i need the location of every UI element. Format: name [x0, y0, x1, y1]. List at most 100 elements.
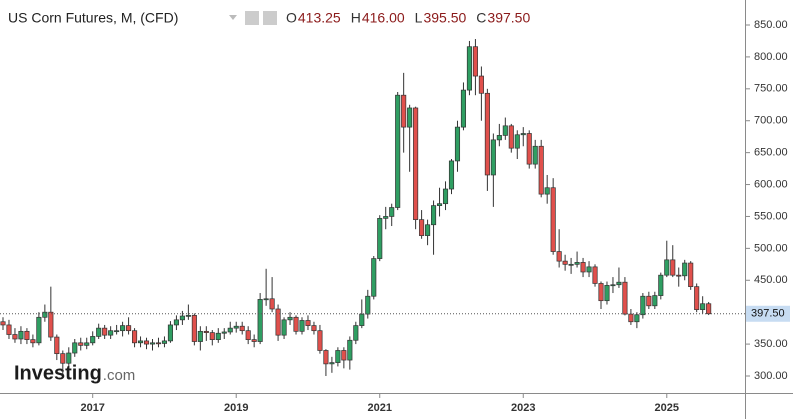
candle-body [341, 350, 347, 361]
candle-body [389, 207, 395, 217]
candle-body [305, 320, 311, 326]
candle-body [436, 203, 443, 206]
candle-body [413, 107, 419, 220]
candle-body [12, 334, 18, 340]
candle-body [622, 281, 628, 315]
candle-body [335, 350, 341, 363]
candle-body [227, 327, 233, 333]
candle-body [592, 266, 598, 284]
x-tick-label: 2021 [367, 402, 391, 414]
legend-value: 395.50 [423, 10, 466, 26]
candle-body [514, 134, 520, 149]
legend-value: 413.25 [298, 10, 341, 26]
candle-body [36, 316, 42, 344]
candle-body [371, 258, 377, 297]
candle-body [269, 298, 275, 310]
candle-body [604, 285, 610, 302]
candle-body [239, 325, 245, 332]
candle-body [48, 311, 54, 338]
close-icon[interactable] [263, 11, 277, 25]
settings-icon[interactable] [245, 11, 259, 25]
candle-body [132, 330, 138, 344]
candle-body [6, 324, 12, 335]
candle-body [365, 295, 371, 315]
last-price-label: 397.50 [751, 308, 785, 320]
candle-body [24, 330, 30, 340]
x-tick-label: 2017 [80, 402, 104, 414]
candle-body [562, 260, 568, 265]
candle-body [401, 94, 407, 128]
y-tick-label: 350.00 [754, 338, 788, 350]
candle-body [700, 303, 706, 310]
candle-body [598, 283, 604, 302]
candle-body [197, 330, 203, 342]
candle-body [460, 89, 467, 128]
candle-body [54, 336, 60, 355]
candle-body [640, 295, 646, 316]
candle-body [544, 187, 550, 195]
candle-body [72, 342, 78, 354]
candle-body [96, 327, 102, 337]
candle-body [102, 327, 108, 336]
candle-body [30, 339, 36, 344]
y-tick-label: 450.00 [754, 274, 788, 286]
candle-body [682, 262, 688, 277]
y-tick-label: 550.00 [754, 210, 788, 222]
candle-body [185, 315, 191, 317]
candle-body [616, 281, 622, 286]
y-tick-label: 800.00 [754, 51, 788, 63]
candle-body [18, 330, 24, 340]
candle-body [472, 46, 478, 77]
candle-body [0, 321, 6, 326]
dropdown-icon[interactable] [229, 15, 237, 20]
candle-body [203, 330, 209, 333]
candle-body [610, 284, 616, 287]
candle-body [245, 330, 251, 340]
candle-body [448, 160, 455, 190]
candle-body [580, 262, 586, 273]
candle-body [670, 259, 676, 276]
candle-body [317, 330, 323, 351]
candle-body [167, 324, 173, 342]
candle-body [706, 303, 712, 315]
legend-key: L [415, 10, 423, 26]
candle-body [454, 126, 461, 162]
watermark-brand: Investing [14, 362, 102, 384]
candle-body [520, 133, 526, 136]
candle-body [484, 92, 490, 176]
candle-body [508, 125, 514, 149]
candle-body [120, 325, 126, 332]
candle-body [84, 342, 90, 346]
candle-body [263, 298, 269, 301]
legend-key: C [476, 10, 486, 26]
candle-body [287, 316, 293, 321]
candle-body [688, 262, 694, 288]
candle-body [496, 135, 502, 141]
x-tick-label: 2025 [655, 402, 679, 414]
candle-body [646, 295, 652, 307]
candle-body [359, 313, 365, 326]
candle-body [419, 219, 425, 236]
ohlc-legend: O 413.25 H 416.00 L 395.50 C 397.50 [286, 10, 530, 26]
candle-body [137, 340, 144, 344]
candle-body [502, 125, 508, 136]
candle-body [634, 314, 640, 323]
candle-body [652, 295, 658, 307]
candle-body [275, 308, 281, 336]
y-tick-label: 700.00 [754, 115, 788, 127]
y-tick-label: 500.00 [754, 242, 788, 254]
candle-body [323, 350, 329, 365]
last-price-box [746, 305, 790, 322]
candle-body [311, 325, 317, 332]
x-tick-label: 2019 [224, 402, 248, 414]
candle-body [66, 352, 72, 364]
candle-body [676, 274, 682, 277]
legend-key: H [351, 10, 361, 26]
candle-body [407, 107, 413, 128]
candle-body [550, 187, 556, 252]
candle-body [173, 319, 179, 326]
candle-body [568, 263, 574, 266]
y-tick-label: 650.00 [754, 147, 788, 159]
